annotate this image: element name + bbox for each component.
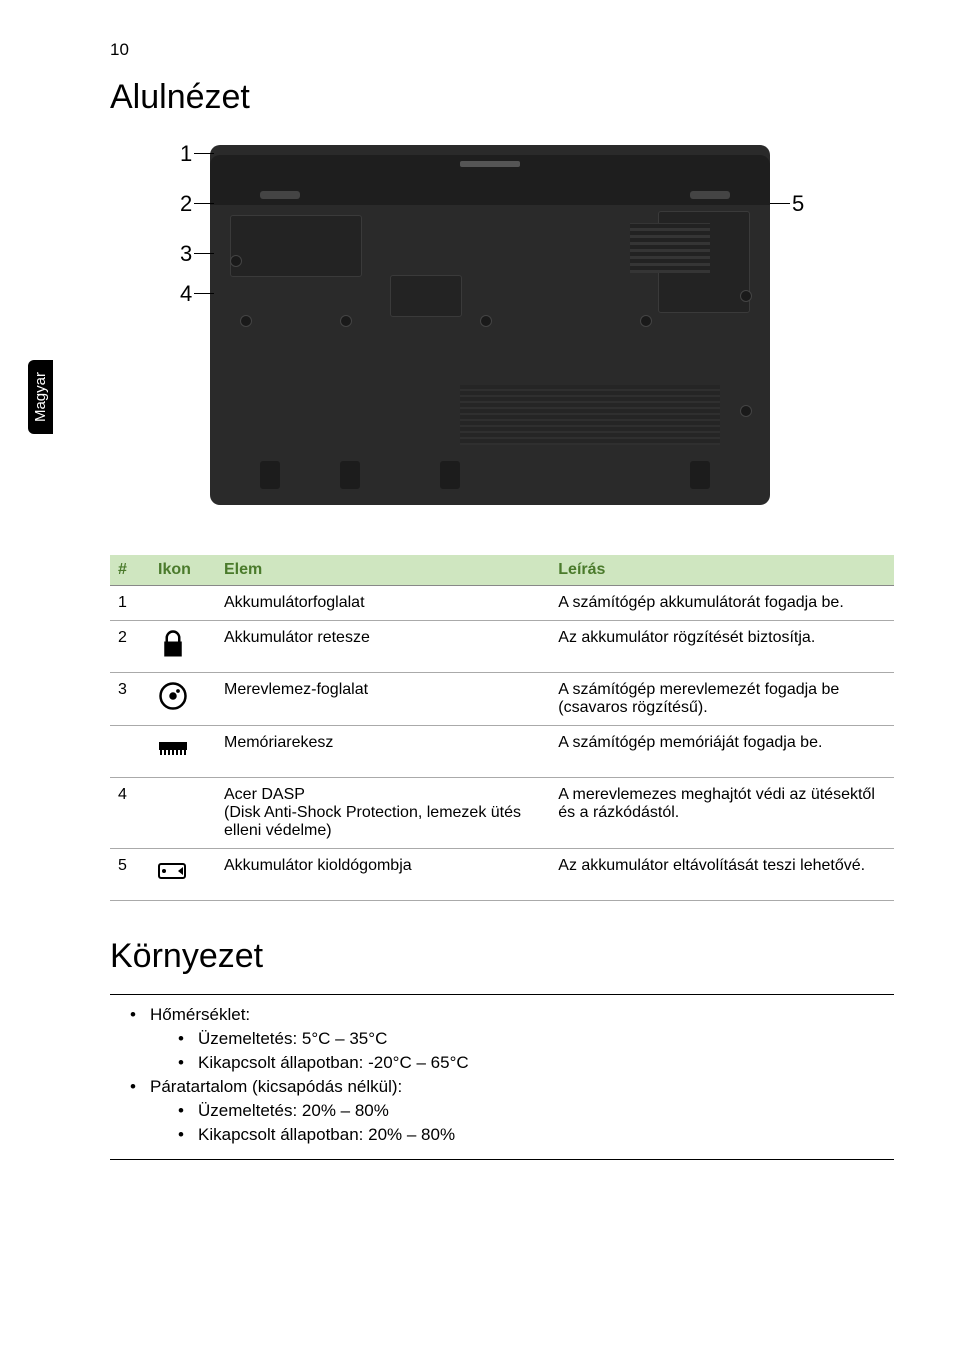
row-elem: Memóriarekesz: [216, 726, 550, 778]
col-num: #: [110, 555, 150, 586]
memory-bay: [390, 275, 462, 317]
hdd-icon: [150, 673, 216, 726]
col-icon: Ikon: [150, 555, 216, 586]
laptop-body: [210, 145, 770, 505]
latch-left: [260, 191, 300, 199]
callout-line: [770, 203, 790, 204]
row-elem: Akkumulátor retesze: [216, 621, 550, 673]
release-icon: [150, 849, 216, 901]
row-icon: [150, 778, 216, 849]
row-desc: A merevlemezes meghajtót védi az ütésekt…: [550, 778, 894, 849]
rubber-foot: [690, 461, 710, 489]
col-elem: Elem: [216, 555, 550, 586]
battery-latch-center: [460, 161, 520, 167]
callout-line: [194, 293, 214, 294]
rubber-foot: [260, 461, 280, 489]
callout-5: 5: [792, 191, 804, 217]
screw-icon: [240, 315, 252, 327]
row-elem: Merevlemez-foglalat: [216, 673, 550, 726]
table-row: 3 Merevlemez-foglalat A számítógép merev…: [110, 673, 894, 726]
row-elem: Akkumulátor kioldógombja: [216, 849, 550, 901]
vent-bottom: [460, 385, 720, 445]
page-number: 10: [110, 40, 894, 60]
environment-list: Hőmérséklet: Üzemeltetés: 5°C – 35°C Kik…: [110, 994, 894, 1160]
section-title-bottom-view: Alulnézet: [110, 78, 894, 117]
screw-icon: [230, 255, 242, 267]
callout-4: 4: [180, 281, 192, 307]
lock-icon: [150, 621, 216, 673]
latch-right: [690, 191, 730, 199]
row-desc: A számítógép merevlemezét fogadja be (cs…: [550, 673, 894, 726]
col-desc: Leírás: [550, 555, 894, 586]
row-elem: Akkumulátorfoglalat: [216, 586, 550, 621]
screw-icon: [740, 290, 752, 302]
row-num: 4: [110, 778, 150, 849]
language-tab: Magyar: [28, 360, 53, 434]
table-row: 4 Acer DASP (Disk Anti-Shock Protection,…: [110, 778, 894, 849]
screw-icon: [340, 315, 352, 327]
row-num: 3: [110, 673, 150, 726]
list-item: Üzemeltetés: 5°C – 35°C: [170, 1029, 894, 1049]
laptop-bottom-diagram: 1 2 3 4 5: [110, 135, 870, 515]
humidity-label: Páratartalom (kicsapódás nélkül):: [150, 1077, 402, 1096]
row-desc: Az akkumulátor rögzítését biztosítja.: [550, 621, 894, 673]
row-num: [110, 726, 150, 778]
screw-icon: [480, 315, 492, 327]
row-desc: Az akkumulátor eltávolítását teszi lehet…: [550, 849, 894, 901]
section-title-environment: Környezet: [110, 937, 894, 976]
row-elem: Acer DASP (Disk Anti-Shock Protection, l…: [216, 778, 550, 849]
list-item: Kikapcsolt állapotban: -20°C – 65°C: [170, 1053, 894, 1073]
list-item: Páratartalom (kicsapódás nélkül): Üzemel…: [122, 1077, 894, 1145]
callout-2: 2: [180, 191, 192, 217]
row-num: 1: [110, 586, 150, 621]
table-row: 1 Akkumulátorfoglalat A számítógép akkum…: [110, 586, 894, 621]
row-num: 2: [110, 621, 150, 673]
list-item: Hőmérséklet: Üzemeltetés: 5°C – 35°C Kik…: [122, 1005, 894, 1073]
page: Magyar 10 Alulnézet 1: [0, 0, 954, 1200]
callout-line: [194, 253, 214, 254]
table-row: 5 Akkumulátor kioldógombja Az akkumuláto…: [110, 849, 894, 901]
list-item: Üzemeltetés: 20% – 80%: [170, 1101, 894, 1121]
row-icon: [150, 586, 216, 621]
temp-label: Hőmérséklet:: [150, 1005, 250, 1024]
table-row: 2 Akkumulátor retesze Az akkumulátor rög…: [110, 621, 894, 673]
row-desc: A számítógép memóriáját fogadja be.: [550, 726, 894, 778]
callout-line: [194, 153, 214, 154]
list-item: Kikapcsolt állapotban: 20% – 80%: [170, 1125, 894, 1145]
screw-icon: [640, 315, 652, 327]
row-desc: A számítógép akkumulátorát fogadja be.: [550, 586, 894, 621]
callout-3: 3: [180, 241, 192, 267]
callout-1: 1: [180, 141, 192, 167]
parts-table: # Ikon Elem Leírás 1 Akkumulátorfoglalat…: [110, 555, 894, 901]
memory-icon: [150, 726, 216, 778]
rubber-foot: [440, 461, 460, 489]
vent-top: [630, 223, 710, 273]
row-num: 5: [110, 849, 150, 901]
screw-icon: [740, 405, 752, 417]
callout-line: [194, 203, 214, 204]
table-row: Memóriarekesz A számítógép memóriáját fo…: [110, 726, 894, 778]
hdd-bay: [230, 215, 362, 277]
rubber-foot: [340, 461, 360, 489]
